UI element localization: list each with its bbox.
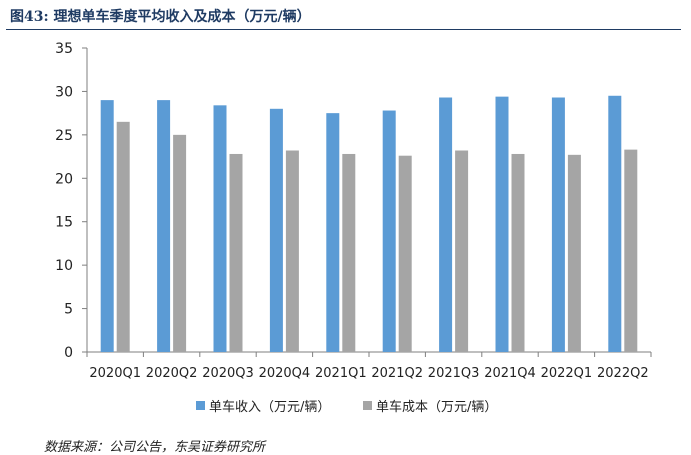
title-underline xyxy=(6,29,681,30)
y-tick-label: 30 xyxy=(55,84,73,100)
x-tick-label: 2021Q3 xyxy=(428,366,480,381)
bar-series-1 xyxy=(157,100,171,352)
y-tick-label: 10 xyxy=(55,258,73,274)
bar-series-2 xyxy=(342,153,356,352)
legend-label: 单车成本（万元/辆） xyxy=(376,399,497,415)
x-tick-label: 2020Q1 xyxy=(89,366,141,381)
legend-swatch xyxy=(196,401,205,410)
y-axis: 0 5 10 15 20 25 30 35 xyxy=(55,41,88,361)
bar-series-1 xyxy=(551,97,565,352)
y-tick-label: 5 xyxy=(64,302,73,318)
x-tick-label: 2021Q1 xyxy=(315,366,367,381)
bar-series-2 xyxy=(567,154,581,352)
source-note: 数据来源：公司公告，东吴证券研究所 xyxy=(44,440,266,455)
bar-series-1 xyxy=(495,96,509,352)
y-tick-label: 15 xyxy=(55,215,73,231)
bar-series-2 xyxy=(173,134,187,352)
bar-series-2 xyxy=(455,150,469,352)
legend-swatch xyxy=(363,401,372,410)
bar-series-2 xyxy=(285,150,299,352)
bar-series-1 xyxy=(439,97,453,352)
bar-series-2 xyxy=(229,153,243,352)
figure-title: 图43: 理想单车季度平均收入及成本（万元/辆） xyxy=(10,9,311,25)
x-tick-label: 2020Q4 xyxy=(259,366,311,381)
bar-series-2 xyxy=(398,155,412,352)
x-axis: 2020Q1 2020Q2 2020Q3 2020Q4 2021Q1 2021Q2 2021… xyxy=(86,351,652,381)
bar-series-1 xyxy=(382,110,396,352)
x-tick-label: 2021Q2 xyxy=(371,366,423,381)
y-tick-label: 20 xyxy=(55,171,73,187)
y-tick-label: 25 xyxy=(55,128,73,144)
bar-series-1 xyxy=(326,113,340,353)
bar-series-1 xyxy=(100,100,114,352)
bar-series-2 xyxy=(624,149,638,352)
bar-series-2 xyxy=(116,121,130,352)
x-tick-label: 2022Q1 xyxy=(541,366,593,381)
bar-series-2 xyxy=(511,153,525,352)
x-tick-label: 2021Q4 xyxy=(484,366,536,381)
x-tick-label: 2020Q3 xyxy=(202,366,254,381)
y-tick-label: 35 xyxy=(55,41,73,57)
x-tick-label: 2020Q2 xyxy=(146,366,198,381)
x-tick-label: 2022Q2 xyxy=(597,366,649,381)
legend-label: 单车收入（万元/辆） xyxy=(209,399,330,415)
legend: 单车收入（万元/辆） 单车成本（万元/辆） xyxy=(196,399,497,415)
bar-series-1 xyxy=(608,95,622,353)
bars xyxy=(100,95,638,353)
bar-series-1 xyxy=(213,105,227,352)
bar-series-1 xyxy=(269,108,283,352)
y-tick-label: 0 xyxy=(64,345,73,361)
